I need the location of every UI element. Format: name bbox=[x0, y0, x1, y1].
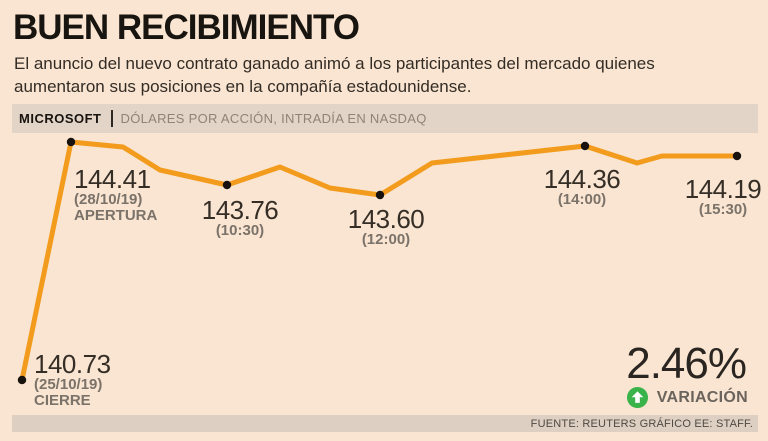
price-time: (10:30) bbox=[215, 222, 265, 239]
variation-label: VARIACIÓN bbox=[656, 388, 748, 406]
data-point-marker bbox=[732, 151, 742, 161]
variation-percent: 2.46% bbox=[626, 339, 747, 388]
subtitle-line-1: El anuncio del nuevo contrato ganado ani… bbox=[14, 54, 655, 73]
up-arrow-circle-icon bbox=[626, 386, 648, 409]
chart-header-bar: MICROSOFT DÓLARES POR ACCIÓN, INTRADÍA E… bbox=[12, 104, 758, 133]
subtitle-line-2: aumentaron sus posiciones en la compañía… bbox=[14, 77, 472, 96]
source-text: FUENTE: REUTERS GRÁFICO EE: STAFF. bbox=[530, 417, 753, 430]
price-time: (28/10/19) bbox=[74, 191, 143, 208]
chart-units-label: DÓLARES POR ACCIÓN, INTRADÍA EN NASDAQ bbox=[120, 111, 427, 126]
price-time: (15:30) bbox=[698, 201, 748, 218]
data-point-marker bbox=[580, 141, 590, 151]
data-point-marker bbox=[17, 375, 27, 385]
price-line bbox=[19, 139, 740, 383]
data-point-marker bbox=[222, 180, 232, 190]
page-title: BUEN RECIBIMIENTO bbox=[13, 8, 360, 47]
data-point-marker bbox=[66, 137, 76, 147]
price-value: 144.19 bbox=[684, 174, 762, 204]
point-label-1530: 144.19 (15:30) bbox=[685, 176, 762, 218]
price-value: 140.73 bbox=[34, 349, 111, 379]
price-value: 144.41 bbox=[74, 164, 151, 194]
price-role: APERTURA bbox=[74, 207, 158, 224]
price-time: (12:00) bbox=[361, 231, 411, 248]
price-time: (25/10/19) bbox=[34, 376, 103, 393]
variation-row: VARIACIÓN bbox=[626, 386, 748, 409]
price-value: 143.76 bbox=[201, 195, 279, 225]
point-label-cierre: 140.73 (25/10/19) CIERRE bbox=[34, 351, 111, 409]
price-value: 144.36 bbox=[543, 164, 621, 194]
data-point-marker bbox=[375, 190, 385, 200]
point-label-1400: 144.36 (14:00) bbox=[544, 166, 621, 208]
point-label-1200: 143.60 (12:00) bbox=[348, 206, 425, 248]
company-name: MICROSOFT bbox=[19, 111, 102, 126]
header-divider bbox=[110, 110, 113, 127]
point-label-apertura: 144.41 (28/10/19) APERTURA bbox=[74, 166, 157, 224]
price-time: (14:00) bbox=[557, 191, 607, 208]
price-value: 143.60 bbox=[347, 204, 425, 234]
page-subtitle: El anuncio del nuevo contrato ganado ani… bbox=[14, 52, 655, 98]
source-bar: FUENTE: REUTERS GRÁFICO EE: STAFF. bbox=[12, 415, 758, 432]
price-role: CIERRE bbox=[34, 392, 91, 409]
point-label-1030: 143.76 (10:30) bbox=[202, 197, 279, 239]
